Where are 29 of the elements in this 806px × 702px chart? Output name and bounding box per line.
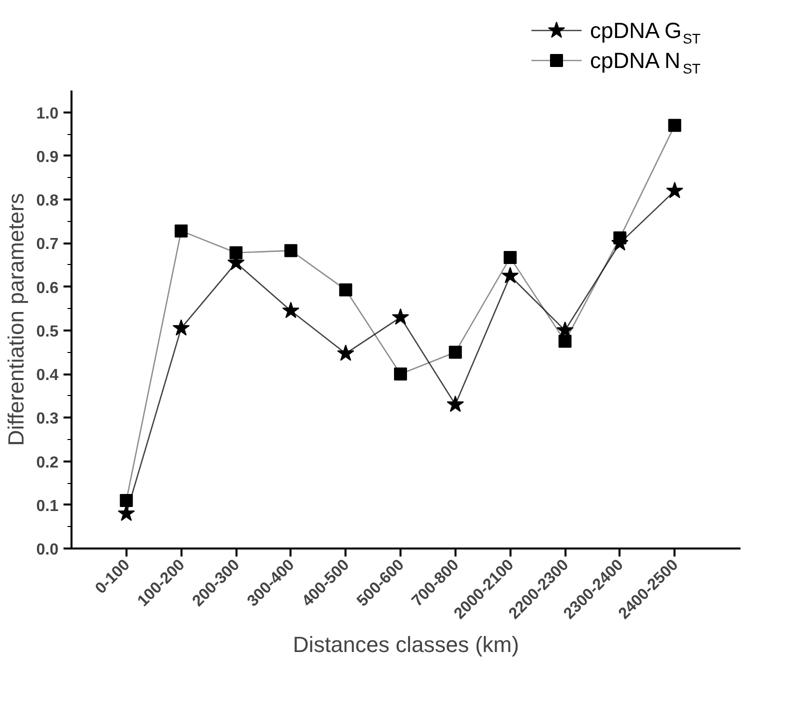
point: [172, 319, 190, 336]
point: [448, 346, 462, 359]
y-tick-label: 0.5: [36, 323, 59, 340]
y-tick-label: 0.8: [36, 192, 59, 210]
y-tick-label: 0.9: [36, 148, 59, 166]
y-tick-label: 0.3: [36, 410, 59, 428]
y-tick-label: 0.6: [36, 280, 59, 297]
point: [394, 368, 408, 381]
y-tick-label: 0.4: [36, 367, 59, 384]
point: [337, 344, 354, 361]
point: [558, 334, 572, 348]
point: [666, 182, 684, 198]
y-tick-label: 1.0: [36, 105, 59, 122]
point: [504, 251, 517, 264]
y-tick-label: 0.1: [36, 498, 59, 515]
point: [339, 283, 352, 296]
point: [230, 246, 243, 260]
y-axis-title: Differentiation parameters: [3, 193, 28, 446]
point: [668, 118, 682, 132]
point: [446, 396, 464, 412]
y-tick-label: 0.7: [36, 236, 59, 254]
y-tick-label: 0.0: [36, 542, 59, 558]
point: [174, 224, 188, 238]
y-tick-label: 0.2: [36, 454, 59, 472]
point: [284, 244, 298, 258]
point: [502, 266, 519, 284]
point: [282, 302, 300, 318]
point: [392, 308, 410, 325]
x-axis-title: Distances classes (km): [292, 632, 520, 658]
